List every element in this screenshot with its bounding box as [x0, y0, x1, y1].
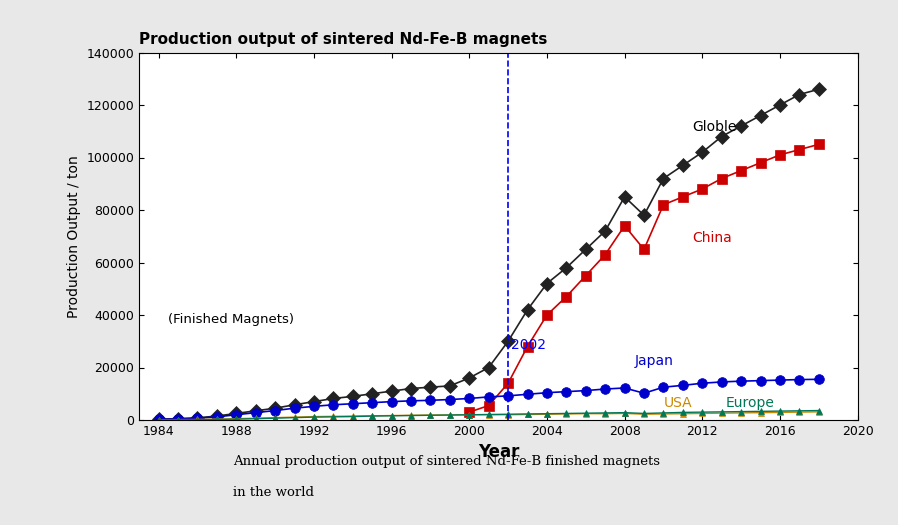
X-axis label: Year: Year	[478, 444, 519, 461]
Text: Japan: Japan	[634, 354, 674, 368]
Text: China: China	[692, 230, 732, 245]
Y-axis label: Production Output / ton: Production Output / ton	[66, 155, 81, 318]
Text: (Finished Magnets): (Finished Magnets)	[168, 313, 295, 326]
Text: Europe: Europe	[726, 396, 774, 411]
Text: 2002: 2002	[511, 338, 546, 352]
Text: Annual production output of sintered Nd-Fe-B finished magnets: Annual production output of sintered Nd-…	[233, 455, 661, 468]
Text: Production output of sintered Nd-Fe-B magnets: Production output of sintered Nd-Fe-B ma…	[139, 32, 548, 47]
Text: in the world: in the world	[233, 486, 314, 499]
Text: USA: USA	[664, 396, 692, 411]
Text: Globle: Globle	[692, 120, 737, 134]
